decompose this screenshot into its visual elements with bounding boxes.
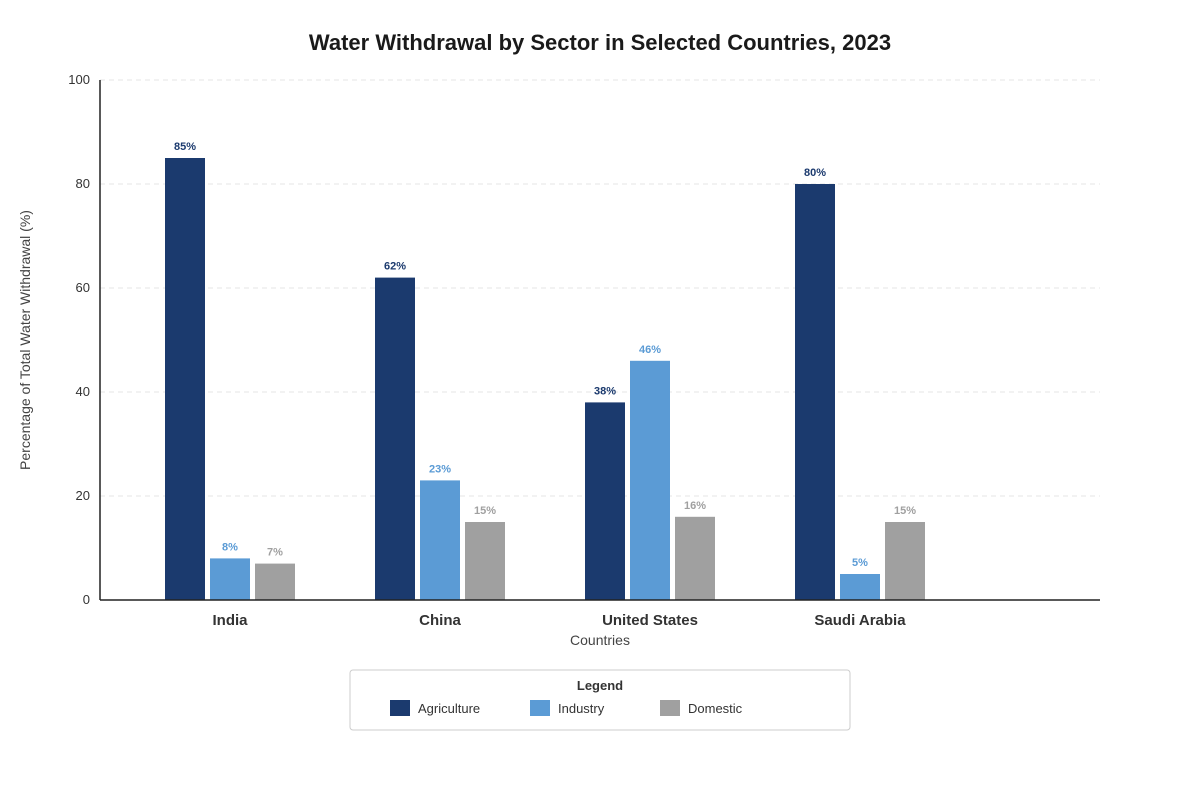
- data-label: 46%: [639, 344, 661, 356]
- x-category-label: India: [212, 612, 248, 629]
- x-axis-label: Countries: [570, 632, 630, 648]
- data-label: 15%: [474, 505, 496, 517]
- legend-label-agriculture: Agriculture: [418, 701, 480, 716]
- data-label: 7%: [267, 547, 283, 559]
- y-tick-label: 80: [76, 176, 90, 191]
- bar-domestic-china: [465, 522, 505, 600]
- bar-agriculture-china: [375, 277, 415, 600]
- x-category-labels: India China United States Saudi Arabia: [212, 612, 906, 629]
- legend-items: Agriculture Industry Domestic: [390, 700, 743, 716]
- data-label: 62%: [384, 261, 406, 273]
- legend-label-domestic: Domestic: [688, 701, 743, 716]
- data-label: 15%: [894, 505, 916, 517]
- bar-domestic-india: [255, 563, 295, 600]
- x-category-label: China: [419, 612, 461, 629]
- bar-agriculture-india: [165, 158, 205, 600]
- data-label: 16%: [684, 500, 706, 512]
- data-label: 23%: [429, 463, 451, 475]
- legend-swatch-industry: [530, 700, 550, 716]
- legend-swatch-agriculture: [390, 700, 410, 716]
- legend-label-industry: Industry: [558, 701, 605, 716]
- bar-industry-china: [420, 480, 460, 600]
- y-tick-label: 100: [68, 72, 90, 87]
- bars-group: 85% 8% 7% 62% 23% 15% 38% 46% 16% 80% 5% 15%: [165, 141, 925, 600]
- x-category-label: United States: [602, 612, 698, 629]
- data-label: 8%: [222, 541, 238, 553]
- legend-title: Legend: [577, 678, 623, 693]
- bar-agriculture-saudi-arabia: [795, 184, 835, 600]
- y-tick-label: 0: [83, 592, 90, 607]
- data-label: 38%: [594, 385, 616, 397]
- axes: [99, 80, 1100, 601]
- bar-industry-saudi-arabia: [840, 574, 880, 600]
- data-label: 5%: [852, 557, 868, 569]
- y-tick-label: 20: [76, 488, 90, 503]
- x-category-label: Saudi Arabia: [814, 612, 906, 629]
- y-tick-label: 40: [76, 384, 90, 399]
- y-tick-labels: 0 20 40 60 80 100: [68, 72, 90, 607]
- bar-industry-united-states: [630, 360, 670, 600]
- y-axis-label: Percentage of Total Water Withdrawal (%): [17, 210, 33, 470]
- bar-domestic-saudi-arabia: [885, 522, 925, 600]
- bar-domestic-united-states: [675, 516, 715, 600]
- bar-agriculture-united-states: [585, 402, 625, 600]
- chart-title: Water Withdrawal by Sector in Selected C…: [309, 30, 891, 55]
- data-label: 85%: [174, 141, 196, 153]
- legend-swatch-domestic: [660, 700, 680, 716]
- legend-box: [349, 669, 851, 731]
- data-label: 80%: [804, 167, 826, 179]
- y-tick-label: 60: [76, 280, 90, 295]
- legend: Legend Agriculture Industry Domestic: [349, 669, 851, 731]
- bar-industry-india: [210, 558, 250, 600]
